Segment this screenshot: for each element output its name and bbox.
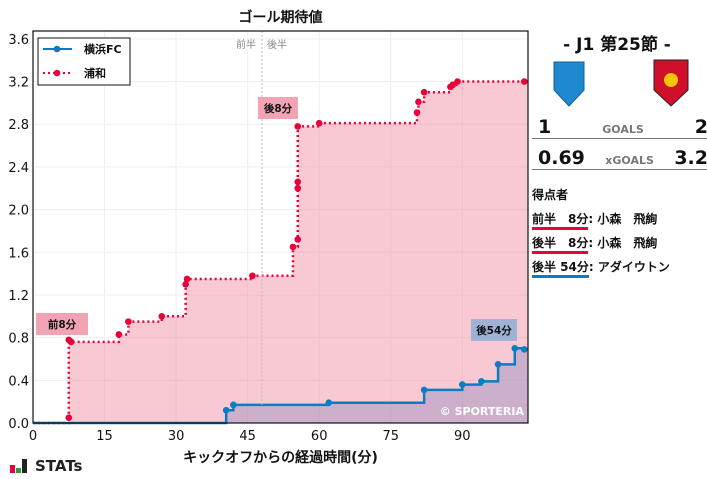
svg-text:横浜FC: 横浜FC bbox=[84, 42, 122, 56]
svg-text:0: 0 bbox=[29, 429, 37, 444]
goals-label: GOALS bbox=[602, 123, 644, 136]
goals-row: 1 GOALS 2 bbox=[532, 116, 707, 139]
scorer-item: 後半 8分: 小森 飛絢 bbox=[532, 234, 702, 254]
svg-text:後54分: 後54分 bbox=[475, 324, 512, 337]
scorer-item: 前半 8分: 小森 飛絢 bbox=[532, 210, 702, 230]
svg-text:0.0: 0.0 bbox=[8, 417, 29, 432]
stats-brand: STATs bbox=[10, 457, 82, 475]
away-goals: 2 bbox=[694, 116, 707, 138]
away-xg: 3.2 bbox=[674, 147, 707, 169]
svg-text:15: 15 bbox=[96, 429, 113, 444]
urawa-reds-logo-icon bbox=[653, 59, 689, 107]
svg-text:© SPORTERIA: © SPORTERIA bbox=[440, 405, 525, 418]
svg-text:30: 30 bbox=[168, 429, 185, 444]
svg-text:60: 60 bbox=[311, 429, 328, 444]
scorers-title: 得点者 bbox=[532, 188, 569, 202]
home-xg: 0.69 bbox=[538, 147, 585, 169]
svg-text:0.8: 0.8 bbox=[8, 332, 29, 347]
svg-text:前8分: 前8分 bbox=[48, 318, 77, 331]
svg-text:後8分: 後8分 bbox=[263, 102, 293, 115]
svg-text:45: 45 bbox=[239, 429, 256, 444]
round-title: - J1 第25節 - bbox=[563, 35, 671, 55]
svg-text:3.6: 3.6 bbox=[8, 33, 29, 48]
scorers-list: 得点者 前半 8分: 小森 飛絢 後半 8分: 小森 飛絢 後半 54分: アダ… bbox=[532, 186, 702, 282]
brand-text: STATs bbox=[35, 457, 83, 475]
svg-text:2.0: 2.0 bbox=[8, 204, 29, 219]
x-axis-label: キックオフからの経過時間(分) bbox=[183, 450, 378, 466]
home-goals: 1 bbox=[538, 116, 552, 138]
yokohama-fc-logo-icon bbox=[553, 61, 585, 107]
xg-label: xGOALS bbox=[605, 154, 654, 167]
svg-text:75: 75 bbox=[382, 429, 399, 444]
svg-text:前半: 前半 bbox=[236, 38, 256, 51]
svg-text:2.4: 2.4 bbox=[8, 161, 29, 176]
chart-title: ゴール期待値 bbox=[238, 10, 323, 26]
svg-text:1.2: 1.2 bbox=[8, 289, 29, 304]
svg-text:1.6: 1.6 bbox=[8, 246, 29, 261]
xg-row: 0.69 xGOALS 3.2 bbox=[532, 147, 707, 170]
svg-text:2.8: 2.8 bbox=[8, 118, 29, 133]
svg-text:後半: 後半 bbox=[267, 38, 287, 51]
team-logos bbox=[532, 58, 702, 108]
svg-text:3.2: 3.2 bbox=[8, 76, 29, 91]
stats-logo-icon bbox=[10, 459, 27, 473]
svg-text:90: 90 bbox=[454, 429, 471, 444]
svg-text:0.4: 0.4 bbox=[8, 374, 29, 389]
scorer-item: 後半 54分: アダイウトン bbox=[532, 258, 702, 278]
svg-text:浦和: 浦和 bbox=[84, 66, 106, 80]
